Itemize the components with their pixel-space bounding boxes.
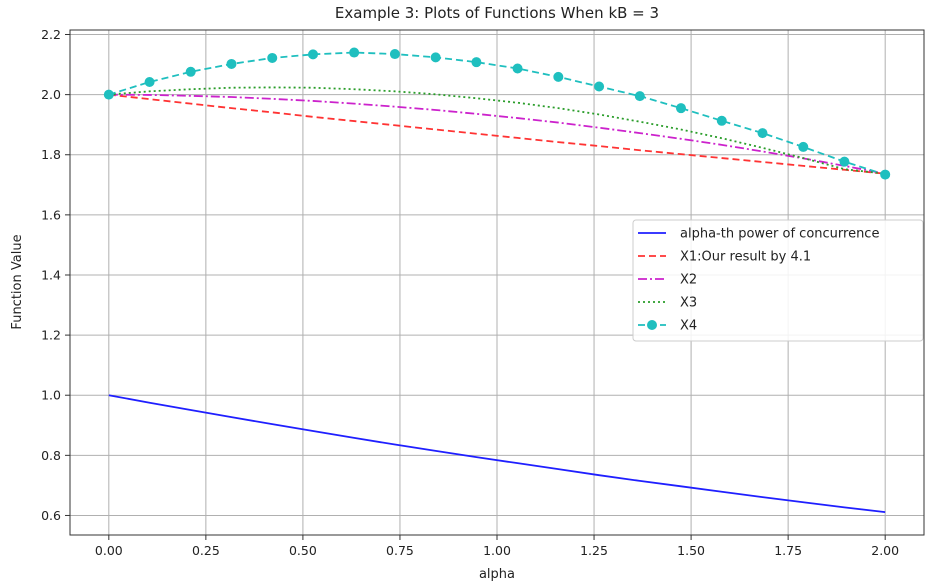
data-point [185, 66, 196, 77]
x-tick-label: 0.00 [95, 543, 123, 558]
x-tick-label: 0.50 [289, 543, 317, 558]
legend: alpha-th power of concurrence X1:Our resu… [632, 219, 924, 342]
data-point [553, 71, 564, 82]
x-tick-label: 1.00 [483, 543, 511, 558]
series-line-2 [108, 93, 886, 175]
y-tick-label: 1.8 [41, 147, 61, 162]
data-point [144, 77, 155, 88]
data-point [757, 128, 768, 139]
data-point [103, 89, 114, 100]
x-tick-label: 0.75 [386, 543, 414, 558]
x-tick-label: 1.50 [677, 543, 705, 558]
data-point [471, 57, 482, 68]
y-tick-label: 2.2 [41, 27, 61, 42]
legend-label: X1:Our result by 4.1 [680, 250, 811, 265]
data-point [430, 52, 441, 63]
data-point [880, 169, 891, 180]
data-point [716, 115, 727, 126]
x-tick-label: 0.25 [192, 543, 220, 558]
y-axis-title: Function Value [10, 234, 25, 329]
y-tick-label: 1.2 [41, 328, 61, 343]
legend-label: X2 [680, 273, 697, 288]
series-line-3 [108, 93, 886, 175]
data-point [634, 91, 645, 102]
legend-label: alpha-th power of concurrence [680, 227, 879, 242]
legend-box [632, 219, 924, 342]
series-line-4 [108, 86, 886, 175]
data-point [594, 81, 605, 92]
legend-marker [647, 320, 657, 330]
chart-title: Example 3: Plots of Functions When kB = … [335, 4, 659, 22]
data-point [389, 49, 400, 60]
data-point [349, 47, 360, 58]
x-tick-label: 1.25 [580, 543, 608, 558]
x-tick-label: 1.75 [774, 543, 802, 558]
data-point [675, 103, 686, 114]
data-point [839, 156, 850, 167]
data-point [226, 58, 237, 69]
series-lines [103, 47, 891, 514]
data-point [267, 52, 278, 63]
data-point [512, 63, 523, 74]
x-axis-title: alpha [479, 567, 515, 582]
y-tick-label: 0.8 [41, 448, 61, 463]
series-line-5 [108, 51, 886, 176]
legend-label: X3 [680, 296, 697, 311]
y-tick-label: 0.6 [41, 508, 61, 523]
data-point [798, 141, 809, 152]
y-tick-label: 2.0 [41, 87, 61, 102]
y-tick-label: 1.0 [41, 388, 61, 403]
series-line-1 [108, 394, 886, 514]
data-point [308, 49, 319, 60]
legend-label: X4 [680, 319, 697, 334]
axis-ticks: 0.00 0.25 0.50 0.75 1.00 1.25 1.50 1.75 2.00 0.6 0… [41, 27, 899, 558]
x-tick-label: 2.00 [871, 543, 899, 558]
y-tick-label: 1.6 [41, 207, 61, 222]
y-tick-label: 1.4 [41, 267, 61, 282]
